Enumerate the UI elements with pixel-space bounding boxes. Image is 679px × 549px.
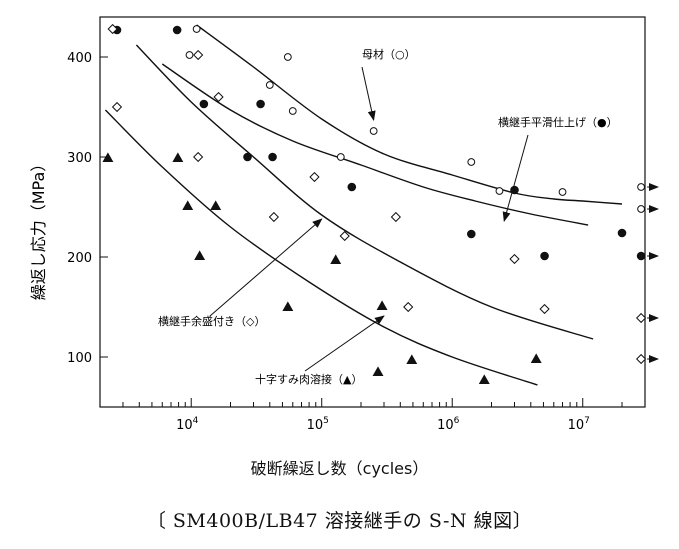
data-point: [617, 228, 627, 238]
fit-curve: [196, 24, 623, 205]
annotation-arrow: [361, 66, 376, 121]
data-point: [403, 301, 414, 313]
annotation-arrow: [304, 315, 385, 372]
y-axis-ticks: 100 200 300 400: [67, 51, 108, 366]
data-point: [213, 91, 224, 103]
data-point: [210, 200, 222, 210]
curve-annotations: 母材（○） 横継手平滑仕上げ（●） 横継手余盛付き（◇） 十字すみ肉溶接（▲）: [158, 47, 618, 386]
data-point: [330, 254, 342, 264]
x-axis-label: 破断繰返し数（cycles）: [250, 459, 429, 478]
data-point: [372, 366, 384, 376]
data-point: [309, 171, 320, 183]
x-axis-ticks: 104 105 106 107: [99, 398, 646, 433]
x-tick-label: 106: [437, 416, 460, 433]
data-points: [102, 23, 659, 384]
x-tick-label: 104: [176, 416, 199, 433]
data-point: [540, 251, 549, 261]
data-point: [558, 188, 567, 196]
data-point: [107, 23, 118, 35]
data-point: [192, 25, 201, 33]
data-point: [339, 230, 350, 242]
data-point: [185, 51, 194, 59]
data-point: [111, 101, 123, 113]
y-axis-label: 繰返し応力（MPa）: [29, 156, 48, 301]
data-point: [199, 99, 209, 109]
curve-annotation-label: 十字すみ肉溶接（▲）: [255, 372, 362, 386]
curve-annotation-label: 母材（○）: [362, 47, 416, 61]
data-point: [282, 301, 294, 311]
annotation-arrow: [209, 218, 323, 317]
y-tick-label: 200: [67, 251, 92, 266]
data-point: [336, 153, 345, 161]
runout-point: [637, 183, 645, 191]
data-point: [268, 211, 279, 223]
data-point: [243, 152, 252, 162]
x-tick-label: 105: [307, 416, 329, 433]
data-point: [193, 49, 204, 61]
data-point: [194, 250, 206, 260]
y-tick-label: 400: [67, 51, 92, 66]
fit-curve: [104, 109, 538, 386]
data-point: [495, 187, 504, 195]
figure-caption: 〔 SM400B/LB47 溶接継手の S-N 線図〕: [146, 510, 533, 532]
data-point: [347, 182, 357, 192]
x-tick-label: 107: [568, 416, 590, 433]
data-point: [406, 354, 418, 364]
data-point: [172, 25, 182, 35]
data-point: [509, 253, 520, 265]
data-point: [539, 303, 550, 315]
data-point: [369, 127, 378, 135]
data-point: [102, 152, 114, 162]
data-point: [390, 211, 401, 223]
y-tick-label: 100: [67, 351, 92, 366]
fit-curve: [161, 63, 589, 226]
curve-annotation-label: 横継手余盛付き（◇）: [158, 314, 265, 328]
data-point: [265, 81, 274, 89]
data-point: [256, 99, 265, 109]
data-point: [283, 53, 292, 61]
data-point: [467, 158, 476, 166]
fit-curves: [104, 24, 623, 386]
data-point: [376, 300, 388, 310]
runout-point: [636, 251, 646, 261]
data-point: [182, 200, 194, 210]
runout-point: [635, 353, 647, 365]
fit-curve: [135, 44, 594, 340]
data-point: [530, 353, 542, 363]
plot-frame: [99, 16, 646, 408]
curve-annotation-label: 横継手平滑仕上げ（●）: [498, 115, 618, 129]
data-point: [193, 151, 204, 163]
data-point: [172, 152, 184, 162]
data-point: [466, 229, 476, 239]
runout-point: [635, 312, 647, 324]
y-tick-label: 300: [67, 151, 92, 166]
annotation-arrow: [502, 134, 529, 222]
data-point: [268, 152, 277, 162]
runout-point: [637, 205, 645, 213]
data-point: [478, 374, 490, 384]
data-point: [288, 107, 297, 115]
